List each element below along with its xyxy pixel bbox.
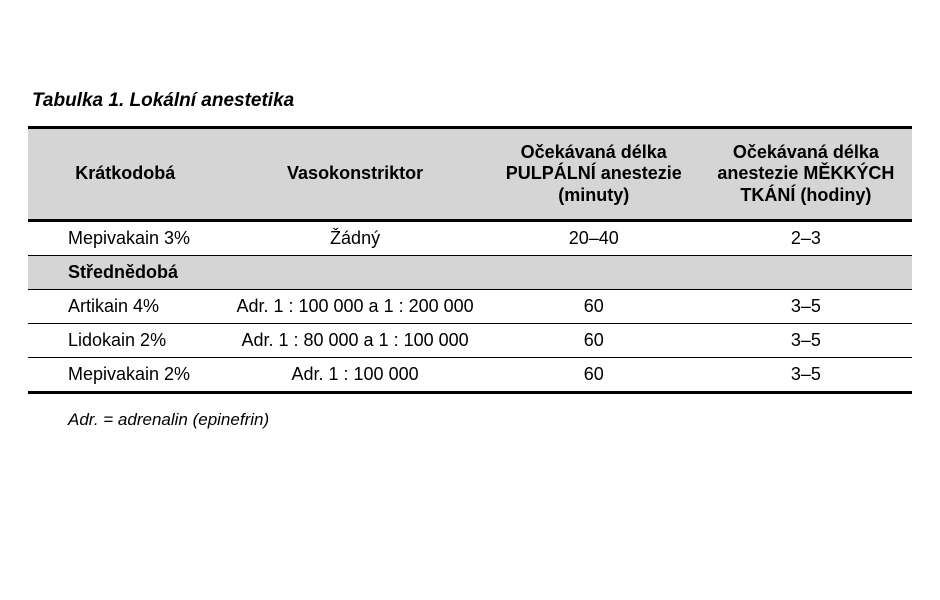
cell-pulp: 60 (488, 358, 700, 393)
table-row: Mepivakain 2% Adr. 1 : 100 000 60 3–5 (28, 358, 912, 393)
cell-pulp: 60 (488, 324, 700, 358)
cell-name: Artikain 4% (28, 290, 222, 324)
cell-vaso: Žádný (222, 221, 487, 256)
cell-soft: 3–5 (700, 358, 912, 393)
table-row: Mepivakain 3% Žádný 20–40 2–3 (28, 221, 912, 256)
cell-soft: 3–5 (700, 324, 912, 358)
table-row: Artikain 4% Adr. 1 : 100 000 a 1 : 200 0… (28, 290, 912, 324)
cell-soft: 3–5 (700, 290, 912, 324)
col-header-mekke-tkane: Očekávaná délka anestezie MĚKKÝCH TKÁNÍ … (700, 128, 912, 221)
table-header-row: Krátkodobá Vasokonstriktor Očekávaná dél… (28, 128, 912, 221)
cell-vaso: Adr. 1 : 100 000 a 1 : 200 000 (222, 290, 487, 324)
table-subheader-row: Střednědobá (28, 256, 912, 290)
col-header-pulpalni: Očekávaná délka PULPÁLNÍ anestezie (minu… (488, 128, 700, 221)
anesthetics-table: Krátkodobá Vasokonstriktor Očekávaná dél… (28, 126, 912, 394)
cell-name: Mepivakain 3% (28, 221, 222, 256)
page: Tabulka 1. Lokální anestetika Krátkodobá… (0, 0, 940, 600)
table-row: Lidokain 2% Adr. 1 : 80 000 a 1 : 100 00… (28, 324, 912, 358)
table-footnote: Adr. = adrenalin (epinefrin) (68, 410, 912, 430)
col-header-vasokonstriktor: Vasokonstriktor (222, 128, 487, 221)
cell-soft: 2–3 (700, 221, 912, 256)
cell-name: Lidokain 2% (28, 324, 222, 358)
cell-pulp: 60 (488, 290, 700, 324)
col-header-kratkodoba: Krátkodobá (28, 128, 222, 221)
cell-vaso: Adr. 1 : 100 000 (222, 358, 487, 393)
subheader-label: Střednědobá (28, 256, 912, 290)
cell-pulp: 20–40 (488, 221, 700, 256)
cell-name: Mepivakain 2% (28, 358, 222, 393)
table-title: Tabulka 1. Lokální anestetika (32, 90, 912, 112)
cell-vaso: Adr. 1 : 80 000 a 1 : 100 000 (222, 324, 487, 358)
